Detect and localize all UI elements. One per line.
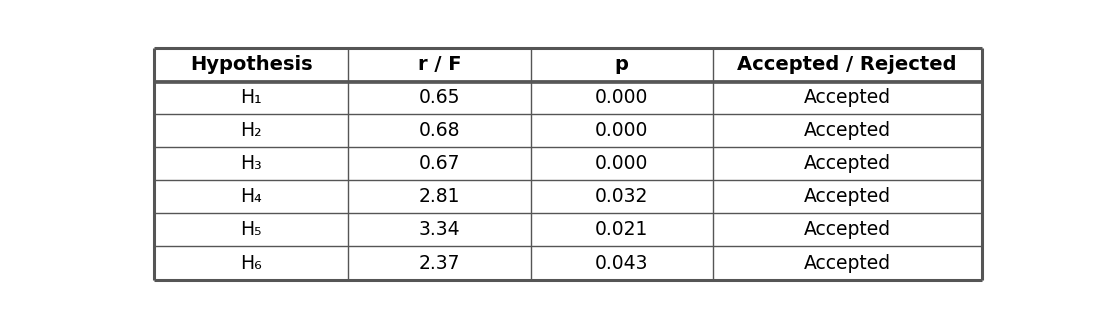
Text: H₄: H₄ (240, 187, 263, 206)
Bar (712, 81, 982, 114)
Bar (712, 48, 982, 81)
Bar (349, 147, 531, 180)
Bar (154, 81, 349, 114)
Bar (154, 114, 349, 147)
Text: Accepted: Accepted (803, 220, 891, 239)
Text: Accepted: Accepted (803, 254, 891, 272)
Bar (531, 247, 712, 280)
Text: 0.65: 0.65 (419, 88, 460, 107)
Text: H₃: H₃ (240, 154, 263, 173)
Bar (712, 180, 982, 213)
Bar (712, 114, 982, 147)
Text: H₁: H₁ (240, 88, 261, 107)
Bar (712, 247, 982, 280)
Bar (712, 147, 982, 180)
Bar (154, 180, 349, 213)
Bar (154, 247, 349, 280)
Text: Accepted / Rejected: Accepted / Rejected (738, 55, 957, 74)
Bar (349, 81, 531, 114)
Text: Accepted: Accepted (803, 88, 891, 107)
Text: 0.021: 0.021 (595, 220, 648, 239)
Bar (349, 180, 531, 213)
Bar (531, 81, 712, 114)
Text: Hypothesis: Hypothesis (189, 55, 312, 74)
Text: Accepted: Accepted (803, 154, 891, 173)
Bar (531, 114, 712, 147)
Text: 0.000: 0.000 (595, 154, 648, 173)
Text: 0.67: 0.67 (419, 154, 460, 173)
Text: Accepted: Accepted (803, 121, 891, 140)
Bar (349, 213, 531, 247)
Text: H₆: H₆ (240, 254, 263, 272)
Bar (349, 114, 531, 147)
Text: Accepted: Accepted (803, 187, 891, 206)
Bar (349, 48, 531, 81)
Bar (531, 213, 712, 247)
Bar (712, 213, 982, 247)
Bar (531, 48, 712, 81)
Text: 2.81: 2.81 (419, 187, 460, 206)
Bar (531, 147, 712, 180)
Bar (349, 247, 531, 280)
Text: 2.37: 2.37 (419, 254, 460, 272)
Bar (154, 48, 349, 81)
Bar (531, 180, 712, 213)
Text: 0.043: 0.043 (595, 254, 648, 272)
Text: r / F: r / F (418, 55, 461, 74)
Text: 0.032: 0.032 (595, 187, 648, 206)
Text: 3.34: 3.34 (419, 220, 460, 239)
Text: 0.000: 0.000 (595, 88, 648, 107)
Text: 0.68: 0.68 (419, 121, 460, 140)
Text: 0.000: 0.000 (595, 121, 648, 140)
Text: H₂: H₂ (240, 121, 261, 140)
Bar (154, 147, 349, 180)
Bar (154, 213, 349, 247)
Text: H₅: H₅ (240, 220, 261, 239)
Text: p: p (615, 55, 628, 74)
